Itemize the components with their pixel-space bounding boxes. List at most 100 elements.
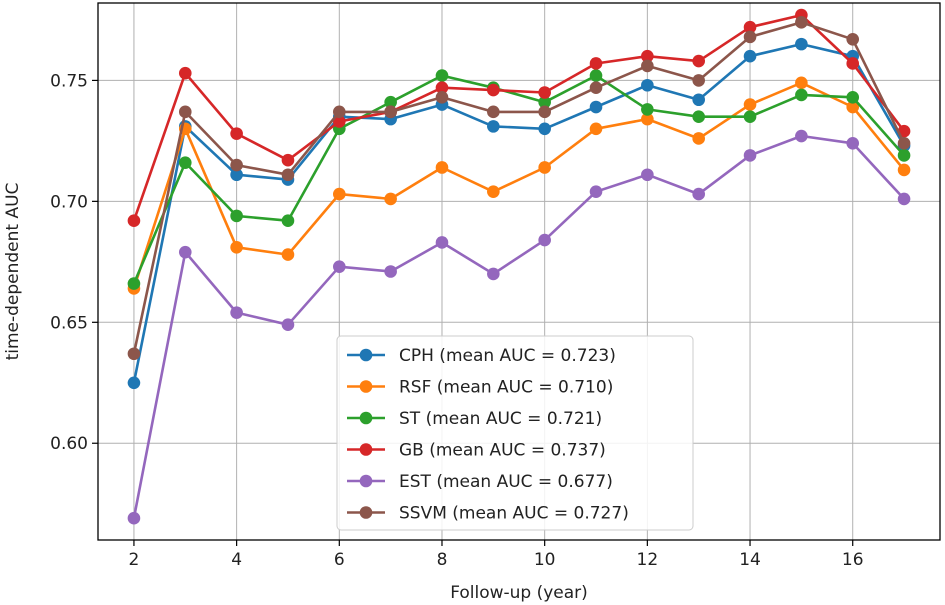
series-ssvm [127, 16, 911, 361]
data-point-est-9 [487, 267, 500, 281]
data-point-ssvm-11 [589, 81, 603, 94]
series-line-ssvm [132, 21, 906, 354]
legend-label-gb: GB (mean AUC = 0.737) [399, 441, 606, 461]
data-point-est-11 [589, 185, 603, 198]
x-tick-label-1: 4 [231, 550, 242, 570]
data-point-st-16 [846, 91, 860, 104]
data-point-est-16 [846, 136, 860, 150]
legend-marker-est [359, 474, 373, 488]
data-point-cph-10 [538, 122, 551, 136]
data-point-cph-12 [641, 78, 654, 92]
data-point-est-13 [692, 187, 705, 201]
series-line-rsf [132, 81, 906, 289]
data-point-ssvm-8 [435, 91, 449, 104]
data-point-st-3 [178, 156, 192, 169]
data-point-est-4 [230, 306, 243, 319]
data-point-ssvm-9 [487, 105, 500, 119]
data-point-rsf-9 [487, 185, 500, 198]
data-point-rsf-16 [846, 100, 860, 114]
data-point-ssvm-4 [230, 158, 243, 172]
data-point-rsf-11 [589, 122, 603, 136]
legend-marker-cph [359, 348, 373, 362]
data-point-rsf-8 [435, 161, 449, 174]
data-point-ssvm-2 [127, 347, 141, 361]
y-tick-label-3: 0.75 [50, 71, 88, 91]
data-point-est-5 [281, 318, 295, 332]
legend-marker-ssvm [359, 506, 373, 519]
data-point-ssvm-15 [795, 16, 808, 29]
data-point-gb-10 [538, 86, 551, 99]
y-tick-label-1: 0.65 [50, 313, 88, 333]
data-point-gb-14 [743, 20, 757, 34]
x-tick-label-2: 6 [334, 550, 345, 570]
legend-box [336, 335, 694, 531]
data-point-gb-3 [178, 66, 192, 80]
data-point-gb-9 [487, 83, 500, 97]
data-point-est-6 [333, 260, 346, 273]
data-point-rsf-6 [333, 187, 346, 201]
data-point-ssvm-17 [897, 136, 911, 150]
data-point-st-2 [127, 277, 141, 290]
legend-marker-st [359, 411, 373, 425]
data-point-st-14 [743, 110, 757, 123]
x-tick-label-3: 8 [437, 550, 448, 570]
data-point-cph-2 [127, 376, 141, 390]
data-point-gb-13 [692, 54, 705, 68]
legend-label-est: EST (mean AUC = 0.677) [399, 472, 613, 492]
data-point-rsf-14 [743, 98, 757, 111]
data-point-st-11 [589, 69, 603, 82]
data-point-cph-14 [743, 49, 757, 63]
y-tick-label-2: 0.70 [50, 192, 88, 212]
x-tick-label-4: 10 [534, 550, 556, 570]
x-tick-label-6: 14 [739, 550, 761, 570]
data-point-est-10 [538, 233, 551, 247]
data-point-rsf-12 [641, 112, 654, 126]
series-rsf [127, 76, 911, 295]
data-point-est-12 [641, 168, 654, 182]
data-point-gb-6 [333, 115, 346, 128]
data-point-gb-12 [641, 49, 654, 63]
legend-marker-rsf [359, 380, 373, 393]
data-point-rsf-5 [281, 248, 295, 261]
series-est [127, 129, 911, 525]
data-point-st-13 [692, 110, 705, 123]
series-line-cph [132, 42, 906, 384]
legend-label-cph: CPH (mean AUC = 0.723) [399, 346, 616, 366]
data-point-cph-15 [795, 37, 808, 51]
data-point-cph-11 [589, 100, 603, 114]
data-point-gb-8 [435, 81, 449, 94]
series-line-est [132, 134, 906, 519]
data-point-ssvm-3 [178, 105, 192, 119]
data-point-est-8 [435, 236, 449, 249]
data-point-rsf-13 [692, 132, 705, 145]
y-tick-label-0: 0.60 [50, 434, 88, 454]
data-point-est-3 [178, 245, 192, 259]
x-tick-label-7: 16 [842, 550, 864, 570]
series-cph [127, 37, 911, 390]
data-point-rsf-4 [230, 241, 243, 254]
data-point-rsf-17 [897, 163, 911, 177]
legend-marker-gb [359, 443, 373, 456]
data-point-ssvm-16 [846, 32, 860, 46]
data-point-ssvm-10 [538, 105, 551, 119]
data-point-ssvm-5 [281, 168, 295, 182]
x-axis-label: Follow-up (year) [450, 583, 588, 603]
y-axis-label: time-dependent AUC [3, 183, 23, 361]
data-point-rsf-15 [795, 76, 808, 90]
data-point-st-12 [641, 103, 654, 116]
data-point-est-14 [743, 149, 757, 162]
data-point-ssvm-14 [743, 30, 757, 44]
x-tick-label-5: 12 [637, 550, 659, 570]
data-point-st-15 [795, 88, 808, 102]
data-point-st-5 [281, 214, 295, 228]
legend-label-st: ST (mean AUC = 0.721) [399, 409, 602, 429]
legend-label-ssvm: SSVM (mean AUC = 0.727) [399, 504, 629, 524]
data-point-gb-4 [230, 127, 243, 140]
data-point-st-4 [230, 209, 243, 223]
data-point-cph-9 [487, 120, 500, 133]
data-point-est-7 [384, 265, 397, 278]
data-point-ssvm-6 [333, 105, 346, 119]
data-point-st-17 [897, 149, 911, 162]
